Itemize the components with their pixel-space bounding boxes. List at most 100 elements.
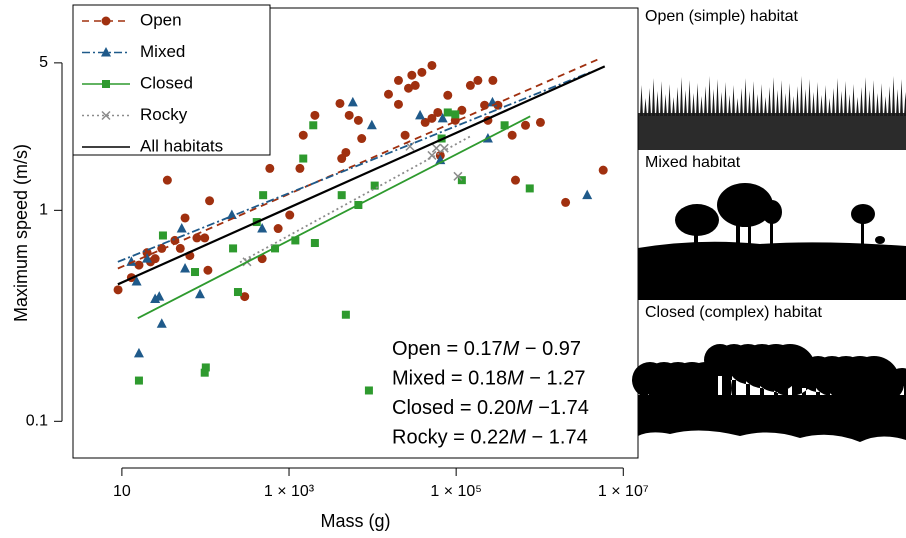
y-axis-title: Maximum speed (m/s) — [11, 144, 31, 322]
marker — [175, 243, 185, 253]
marker — [176, 223, 187, 233]
marker — [427, 113, 437, 123]
closed-silhouette — [632, 344, 906, 442]
x-tick-label: 1 × 10⁷ — [598, 483, 649, 500]
marker — [400, 130, 410, 140]
marker — [451, 110, 460, 119]
marker — [415, 109, 426, 120]
habitat-panels: Open (simple) habitat Mixed habitat Clos… — [632, 8, 906, 442]
marker — [310, 110, 320, 120]
equation: Rocky = 0.22M − 1.74 — [392, 427, 588, 449]
marker — [507, 130, 517, 140]
marker — [443, 90, 453, 100]
equation-part: −1.74 — [533, 397, 589, 419]
marker — [101, 110, 111, 121]
marker — [298, 130, 308, 140]
marker — [407, 70, 417, 80]
marker — [285, 210, 295, 220]
marker — [335, 98, 345, 108]
y-tick-label: 5 — [39, 54, 48, 71]
legend: Open Mixed Closed Rocky All habitats — [72, 4, 271, 156]
fit-line — [117, 65, 606, 286]
marker — [142, 253, 153, 263]
marker — [257, 223, 268, 233]
marker — [162, 175, 172, 185]
marker — [357, 134, 367, 144]
marker — [427, 60, 437, 70]
plot-frame — [72, 7, 639, 459]
y-tick-label: 0.1 — [26, 413, 48, 430]
x-axis-title: Mass (g) — [320, 511, 390, 531]
x-tick-label: 10 — [113, 483, 131, 500]
marker — [150, 293, 161, 303]
marker — [453, 171, 463, 181]
marker — [200, 368, 209, 377]
equation: Open = 0.17M − 0.97 — [392, 338, 581, 360]
equation-part: − 0.97 — [519, 338, 581, 360]
marker — [582, 189, 593, 200]
marker — [257, 254, 267, 264]
marker — [341, 147, 351, 157]
plot: 0.1 1 5 10 1 × 10³ 1 × 10⁵ 1 × 10⁷ Mass (g) Maxi… — [11, 4, 649, 531]
y-tick-label: 1 — [39, 202, 48, 219]
marker — [443, 108, 452, 117]
equation-part: M — [509, 427, 526, 449]
marker — [431, 143, 441, 153]
marker — [205, 196, 215, 206]
equation-part: − 1.27 — [524, 368, 586, 390]
marker — [180, 263, 191, 273]
marker — [259, 191, 268, 200]
marker — [180, 213, 190, 223]
marker — [240, 292, 250, 302]
equation: Closed = 0.20M −1.74 — [392, 397, 589, 419]
marker — [101, 16, 111, 26]
equation-part: Rocky = 0.22 — [392, 427, 509, 449]
marker — [101, 47, 111, 57]
marker — [535, 117, 545, 127]
marker — [561, 197, 571, 207]
marker — [437, 112, 448, 123]
marker — [201, 363, 210, 372]
panel-title: Mixed habitat — [645, 154, 741, 171]
marker — [598, 165, 608, 175]
marker — [291, 236, 300, 245]
marker — [154, 291, 165, 301]
marker — [156, 318, 167, 328]
marker — [433, 107, 443, 117]
legend-label: Open — [140, 10, 182, 29]
marker — [113, 285, 123, 295]
marker — [265, 163, 275, 173]
marker — [273, 224, 283, 234]
marker — [150, 254, 160, 264]
equation-part: − 1.74 — [526, 427, 588, 449]
equation-part: M — [516, 397, 533, 419]
equation: Mixed = 0.18M − 1.27 — [392, 368, 585, 390]
marker — [310, 239, 319, 248]
panel-title: Open (simple) habitat — [645, 8, 799, 25]
marker — [417, 67, 427, 77]
legend-label: Closed — [140, 73, 193, 92]
marker — [488, 75, 498, 85]
marker — [457, 105, 467, 115]
fit-line — [239, 135, 471, 264]
equation-part: M — [503, 338, 520, 360]
marker — [295, 163, 305, 173]
marker — [229, 244, 238, 253]
marker — [226, 209, 237, 220]
x-tick-label: 1 × 10⁵ — [430, 483, 482, 500]
marker — [473, 75, 483, 85]
marker — [347, 96, 358, 107]
legend-label: All habitats — [140, 136, 223, 155]
panel-title: Closed (complex) habitat — [645, 304, 823, 321]
marker — [192, 233, 202, 243]
marker — [131, 275, 142, 286]
fit-line — [137, 115, 531, 320]
x-tick-label: 1 × 10³ — [264, 483, 315, 500]
marker — [203, 265, 213, 275]
marker — [337, 191, 346, 200]
marker — [465, 80, 475, 90]
marker — [364, 386, 373, 395]
marker — [403, 83, 413, 93]
marker — [405, 141, 415, 151]
fit-line — [117, 71, 591, 263]
